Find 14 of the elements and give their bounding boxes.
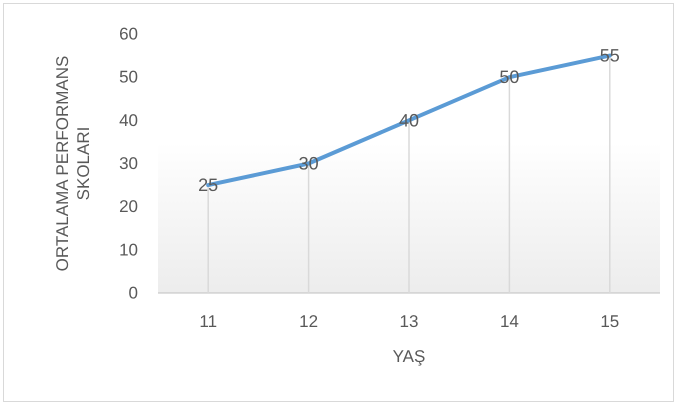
y-tick-label: 60: [119, 24, 138, 44]
y-tick-label: 0: [128, 283, 138, 302]
y-tick-label: 20: [119, 197, 138, 216]
x-axis-title: YAŞ: [392, 347, 426, 366]
x-tick-label: 13: [400, 312, 418, 332]
y-axis-title: ORTALAMA PERFORMANS SKOLARI: [53, 56, 93, 272]
y-tick-label: 10: [119, 240, 138, 260]
x-tick-label: 12: [299, 312, 318, 332]
x-tick-label: 14: [500, 312, 519, 332]
y-tick-label: 50: [119, 68, 138, 87]
y-tick-label: 40: [119, 110, 138, 130]
x-tick-label: 11: [199, 312, 218, 332]
y-tick-label: 30: [119, 154, 138, 173]
x-tick-label: 15: [600, 312, 620, 332]
